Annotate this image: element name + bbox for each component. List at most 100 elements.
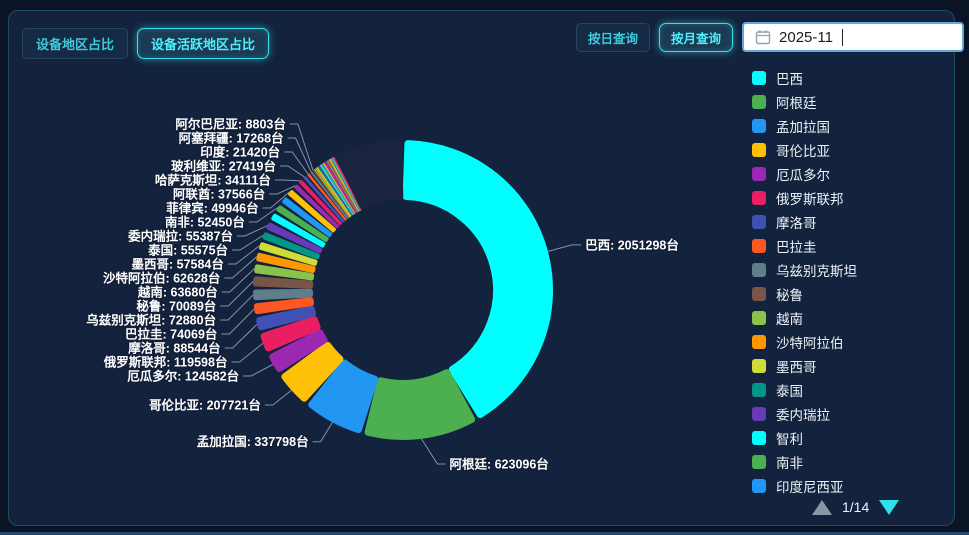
label-line <box>227 245 261 265</box>
legend-label: 南非 <box>776 456 803 471</box>
slice-label: 墨西哥: 57584台 <box>131 257 223 272</box>
legend-item[interactable]: 越南 <box>752 306 956 330</box>
pie-slice[interactable] <box>288 190 336 233</box>
label-line <box>312 422 333 443</box>
pie-slice[interactable] <box>262 232 320 260</box>
pie-slice[interactable] <box>281 341 344 402</box>
legend-label: 乌兹别克斯坦 <box>776 264 857 279</box>
legend-swatch <box>752 71 766 85</box>
tab-query-by-day[interactable]: 按日查询 <box>576 22 651 52</box>
pie-slice[interactable] <box>313 168 351 218</box>
legend-item[interactable]: 委内瑞拉 <box>752 402 956 426</box>
pie-slice[interactable] <box>312 169 350 219</box>
legend-label: 孟加拉国 <box>776 120 830 135</box>
pie-slice[interactable] <box>317 166 353 216</box>
pie-slice[interactable] <box>308 359 379 434</box>
legend-item[interactable]: 厄瓜多尔 <box>752 162 956 186</box>
legend-item[interactable]: 秘鲁 <box>752 282 956 306</box>
pie-slice[interactable] <box>333 156 362 211</box>
pie-slice[interactable] <box>322 163 356 215</box>
legend-item[interactable]: 巴西 <box>752 66 956 90</box>
legend-label: 委内瑞拉 <box>776 408 830 423</box>
legend-swatch <box>752 335 766 349</box>
legend-item[interactable]: 乌兹别克斯坦 <box>752 258 956 282</box>
label-line <box>264 389 292 406</box>
pie-slice[interactable] <box>303 176 345 223</box>
slice-label: 摩洛哥: 88544台 <box>128 341 220 356</box>
tab-device-active-region-share[interactable]: 设备活跃地区占比 <box>137 28 270 59</box>
label-line <box>421 438 446 465</box>
pie-slice[interactable] <box>253 297 314 315</box>
pie-slice[interactable] <box>318 165 354 216</box>
pie-slice[interactable] <box>271 213 326 248</box>
legend-swatch <box>752 215 766 229</box>
pie-slice[interactable] <box>269 329 328 373</box>
slice-label: 阿联酋: 37566台 <box>173 187 265 202</box>
legend-item[interactable]: 印度尼西亚 <box>752 474 956 494</box>
legend-item[interactable]: 摩洛哥 <box>752 210 956 234</box>
legend-item[interactable]: 阿根廷 <box>752 90 956 114</box>
text-caret <box>841 28 844 46</box>
slice-label: 哈萨克斯坦: 34111台 <box>155 173 271 188</box>
legend-item[interactable]: 孟加拉国 <box>752 114 956 138</box>
label-line <box>274 179 301 182</box>
legend-item[interactable]: 墨西哥 <box>752 354 956 378</box>
pie-slice[interactable] <box>316 167 352 217</box>
pie-slice[interactable] <box>310 171 349 220</box>
pie-slice[interactable] <box>336 140 404 210</box>
tab-device-region-share[interactable]: 设备地区占比 <box>22 28 129 59</box>
pie-slice[interactable] <box>364 369 476 440</box>
legend-item[interactable]: 俄罗斯联邦 <box>752 186 956 210</box>
tab-query-by-month[interactable]: 按月查询 <box>659 22 734 52</box>
pie-slice[interactable] <box>254 264 315 281</box>
slice-label: 南非: 52450台 <box>165 215 245 230</box>
pie-slice[interactable] <box>259 242 318 266</box>
calendar-icon <box>755 30 771 45</box>
slice-label: 阿根廷: 623096台 <box>449 457 548 472</box>
pie-slice[interactable] <box>294 184 340 229</box>
page-up-icon[interactable] <box>812 499 832 515</box>
pie-slice[interactable] <box>253 288 314 301</box>
pie-slice[interactable] <box>402 140 553 419</box>
pie-slice[interactable] <box>319 164 354 216</box>
pie-slice[interactable] <box>266 222 323 254</box>
label-line <box>243 364 274 377</box>
pie-slice[interactable] <box>256 305 316 331</box>
legend-pager: 1/14 <box>812 499 900 515</box>
legend-item[interactable]: 智利 <box>752 426 956 450</box>
page-down-icon[interactable] <box>879 499 900 515</box>
legend-swatch <box>752 479 766 493</box>
slice-label: 俄罗斯联邦: 119598台 <box>103 355 228 370</box>
pie-slice[interactable] <box>256 252 316 274</box>
legend-swatch <box>752 407 766 421</box>
legend-swatch <box>752 455 766 469</box>
pie-slice[interactable] <box>307 173 347 221</box>
query-controls: 按日查询 按月查询 2025-11 <box>576 22 965 52</box>
pie-slice[interactable] <box>282 197 333 238</box>
legend-item[interactable]: 巴拉圭 <box>752 234 956 258</box>
pie-slice[interactable] <box>276 205 329 243</box>
slice-label: 泰国: 55575台 <box>147 243 228 258</box>
label-line <box>224 256 258 279</box>
legend-swatch <box>752 119 766 133</box>
label-line <box>280 165 305 178</box>
label-line <box>248 207 279 223</box>
pie-slice[interactable] <box>298 179 343 226</box>
legend-label: 哥伦比亚 <box>776 144 830 159</box>
slice-label: 哥伦比亚: 207721台 <box>149 397 261 412</box>
pie-slice[interactable] <box>260 316 321 352</box>
pie-slice[interactable] <box>253 276 314 289</box>
label-line <box>220 294 254 321</box>
date-value: 2025-11 <box>779 28 833 46</box>
pie-slice[interactable] <box>321 163 355 215</box>
bottom-strip <box>0 532 969 535</box>
legend-label: 秘鲁 <box>776 288 803 303</box>
label-line <box>231 342 264 363</box>
label-line <box>287 137 312 172</box>
date-input[interactable]: 2025-11 <box>742 22 965 52</box>
legend-item[interactable]: 哥伦比亚 <box>752 138 956 162</box>
legend-item[interactable]: 南非 <box>752 450 956 474</box>
pie-slice[interactable] <box>315 167 351 218</box>
legend-item[interactable]: 泰国 <box>752 378 956 402</box>
legend-item[interactable]: 沙特阿拉伯 <box>752 330 956 354</box>
